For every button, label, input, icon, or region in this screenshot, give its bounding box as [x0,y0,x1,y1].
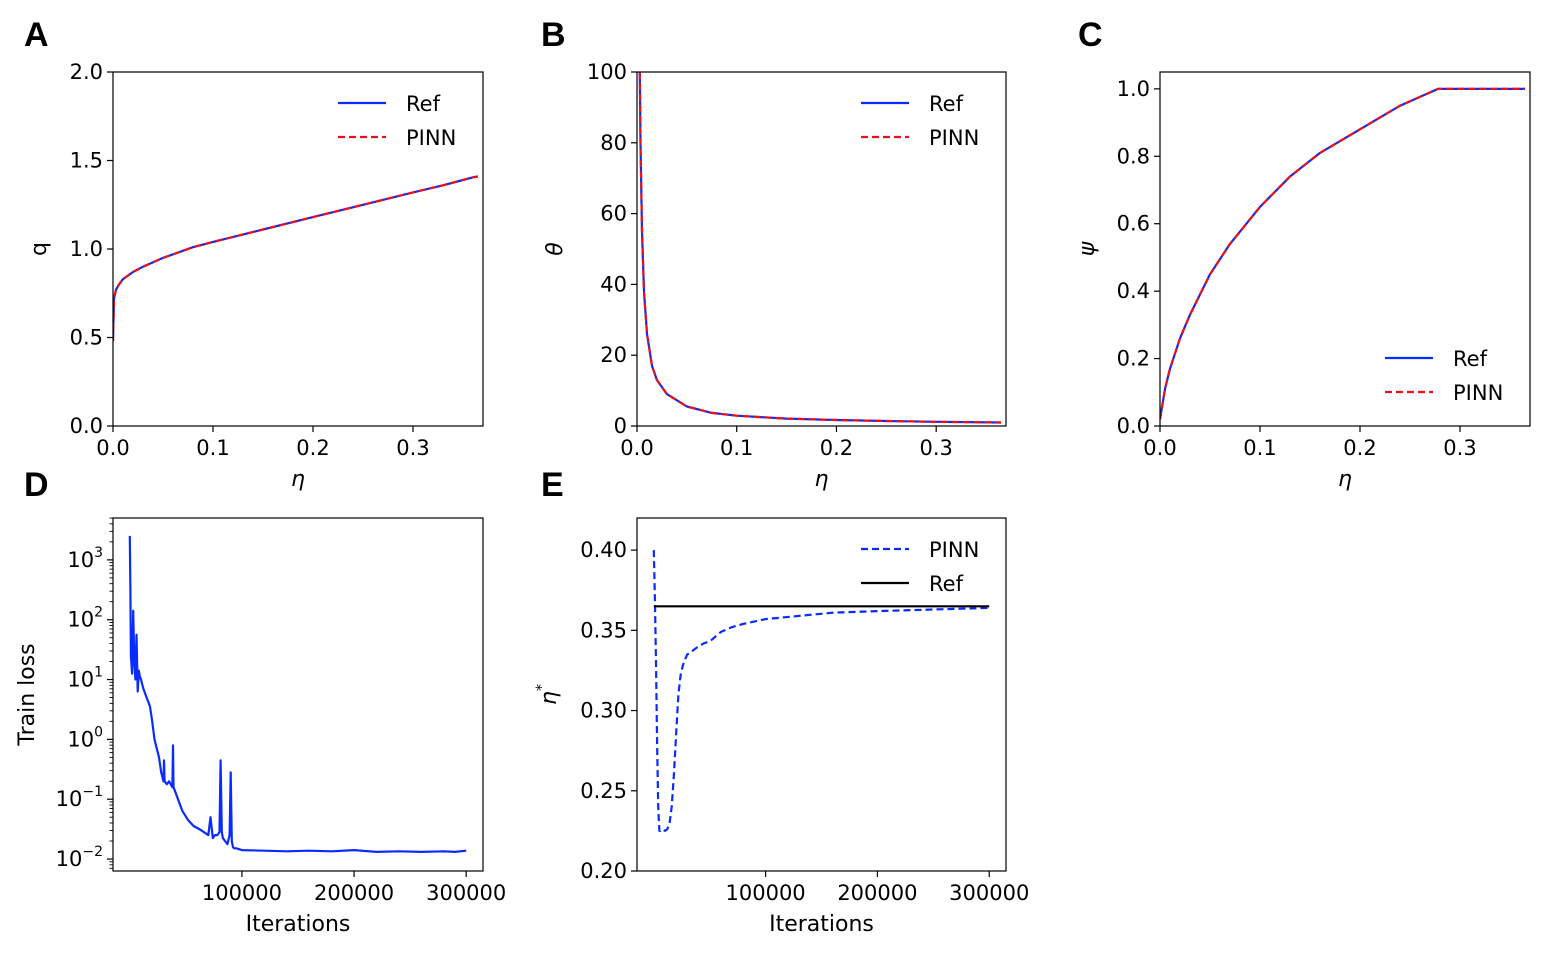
panel-letter-e: E [541,466,564,504]
series-pinn [652,550,990,833]
y-tick-label: 1.0 [1117,77,1150,101]
y-tick-label: 103 [67,545,103,572]
legend-label-pinn: PINN [929,538,979,562]
x-tick-label: 0.2 [820,436,853,460]
x-axis-label: η [1338,467,1352,492]
panel-letter-b: B [541,16,566,54]
y-tick-label: 0.25 [580,779,627,803]
x-tick-label: 200000 [314,881,394,905]
x-tick-label: 300000 [426,881,506,905]
plot-area [128,535,467,854]
legend-label-ref: Ref [406,92,441,116]
series-pinn [113,175,479,342]
series-train-loss [128,535,467,854]
y-tick-label: 60 [600,202,627,226]
y-tick-label: 0.6 [1117,212,1150,236]
y-tick-label: 101 [67,665,103,692]
x-tick-label: 200000 [837,881,917,905]
y-axis-label: ψ [1075,241,1100,256]
x-tick-label: 100000 [726,881,806,905]
x-tick-label: 0.2 [1343,436,1376,460]
x-axis-label: η [291,467,305,492]
x-tick-label: 0.3 [396,436,429,460]
panel-letter-d: D [24,466,49,504]
legend-label-pinn: PINN [1453,381,1503,405]
panel-b: B 0.0 0.1 0.2 0.3 0 20 40 60 80 100 η θ Ref PINN [541,16,1007,492]
y-tick-label: 100 [67,724,103,751]
series-pinn [1160,87,1525,420]
y-tick-label: 1.0 [70,237,103,261]
y-tick-label: 40 [600,272,627,296]
x-tick-label: 0.0 [620,436,653,460]
x-tick-label: 100000 [202,881,282,905]
legend-label-ref: Ref [929,92,964,116]
plot-area [652,550,990,833]
y-tick-label: 0.4 [1117,279,1150,303]
series-ref [638,72,1002,424]
y-axis-label: q [27,242,52,256]
y-tick-label: 100 [587,60,627,84]
plot-area [638,72,1002,424]
y-tick-label: 1.5 [70,149,103,173]
x-tick-label: 0.1 [196,436,229,460]
x-axis-label: Iterations [246,912,351,937]
y-tick-label: 0.0 [70,414,103,438]
x-axis-label: η [815,467,829,492]
y-axis-label: η* [534,684,562,705]
series-pinn [638,72,1002,424]
panel-d: D 100000 200000 300000 10−2 10−1 100 101 102 103 I… [15,466,506,937]
y-tick-label: 20 [600,343,627,367]
y-tick-label: 0.20 [580,859,627,883]
x-tick-label: 0.2 [296,436,329,460]
y-tick-label: 0.0 [1117,414,1150,438]
legend-label-pinn: PINN [929,126,979,150]
y-tick-label: 102 [67,605,103,632]
axes-frame [636,517,1007,872]
panel-a: A 0.0 0.1 0.2 0.3 0.0 0.5 1.0 1.5 2.0 η q Ref PINN [24,16,484,492]
y-tick-label: 0.8 [1117,144,1150,168]
plot-area [1160,87,1525,420]
y-axis-label: Train loss [15,643,40,746]
y-tick-label: 0.2 [1117,347,1150,371]
x-tick-label: 0.3 [919,436,952,460]
panel-e: E 100000 200000 300000 0.20 0.25 0.30 0.35 0.40 I… [534,466,1029,937]
panel-c: C 0.0 0.1 0.2 0.3 0.0 0.2 0.4 0.6 0.8 1.0 η ψ Ref PINN [1075,16,1531,492]
x-tick-label: 0.0 [96,436,129,460]
axes-frame [1159,71,1531,427]
x-tick-label: 300000 [949,881,1029,905]
x-tick-label: 0.0 [1143,436,1176,460]
y-tick-label: 0.35 [580,618,627,642]
legend-label-ref: Ref [1453,347,1488,371]
y-tick-label: 0 [614,414,627,438]
y-tick-label: 80 [600,131,627,155]
axes-frame [112,517,484,872]
legend-label-pinn: PINN [406,126,456,150]
x-tick-label: 0.1 [720,436,753,460]
x-axis-label: Iterations [769,912,874,937]
panel-letter-c: C [1078,16,1103,54]
y-tick-label: 2.0 [70,60,103,84]
series-ref [113,175,479,342]
axes-frame [636,71,1007,427]
y-tick-label: 0.30 [580,699,627,723]
y-tick-label: 0.40 [580,538,627,562]
plot-area [113,175,479,342]
legend-label-ref: Ref [929,572,964,596]
y-axis-label: θ [543,242,568,256]
y-tick-label: 10−1 [56,784,103,811]
x-tick-label: 0.3 [1443,436,1476,460]
y-tick-label: 0.5 [70,326,103,350]
panel-letter-a: A [24,16,49,54]
y-tick-label: 10−2 [56,844,103,871]
x-tick-label: 0.1 [1243,436,1276,460]
